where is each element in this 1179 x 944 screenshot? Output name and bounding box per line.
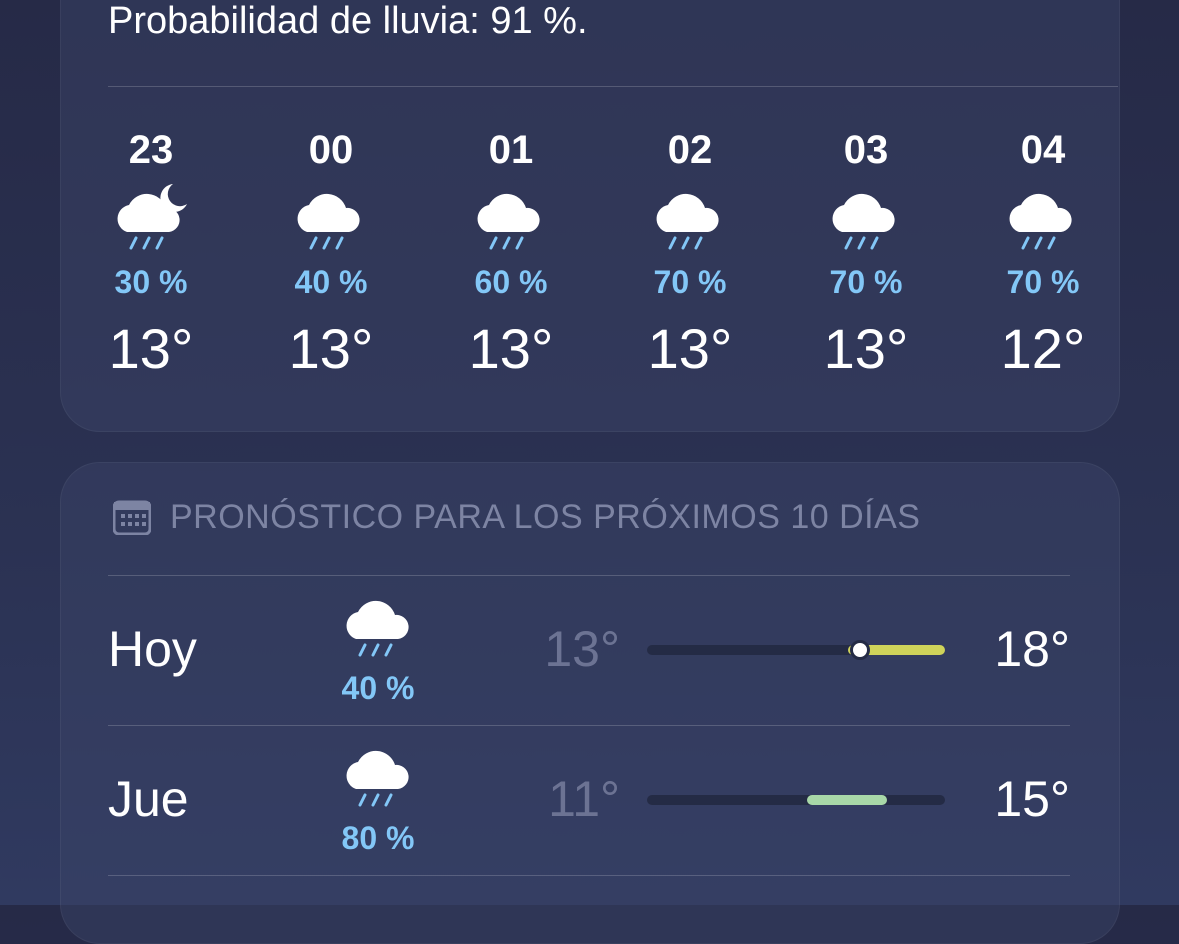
hour-label: 02 <box>667 128 713 172</box>
precip-chance: 70 % <box>653 264 727 300</box>
precip-chance: 70 % <box>829 264 903 300</box>
divider <box>108 86 1118 87</box>
day-label: Hoy <box>108 621 197 677</box>
cloud <box>832 193 895 232</box>
hour-label: 03 <box>843 128 889 172</box>
weather-icon <box>832 193 895 250</box>
hour-label: 00 <box>308 128 354 172</box>
precip-chance: 60 % <box>474 264 548 300</box>
temperature: 13° <box>468 317 554 380</box>
low-temp: 11° <box>548 771 620 827</box>
calendar-icon <box>113 500 151 535</box>
precip-chance: 30 % <box>114 264 188 300</box>
cloud <box>1009 193 1072 232</box>
rain-drop <box>384 793 393 807</box>
precip-chance: 40 % <box>294 264 368 300</box>
cloud <box>297 193 360 232</box>
precip-chance: 40 % <box>341 670 415 706</box>
weather-icon <box>297 193 360 250</box>
rain-drop <box>1047 236 1056 250</box>
rain-drop <box>681 236 690 250</box>
precip-chance: 70 % <box>1006 264 1080 300</box>
cloud <box>117 193 180 232</box>
rain-drop <box>489 236 498 250</box>
temperature: 13° <box>108 317 194 380</box>
hour-label: 01 <box>488 128 534 172</box>
high-temp: 15° <box>994 771 1070 827</box>
cloud <box>346 600 409 639</box>
rain-drop <box>142 236 151 250</box>
high-temp: 18° <box>994 621 1070 677</box>
precip-chance: 80 % <box>341 820 415 856</box>
weather-icon <box>117 184 187 250</box>
cloud <box>477 193 540 232</box>
daily-card <box>60 462 1120 944</box>
weather-icon <box>656 193 719 250</box>
divider <box>108 725 1070 726</box>
rain-drop <box>694 236 703 250</box>
rain-drop <box>502 236 511 250</box>
current-temp-dot <box>850 640 870 660</box>
rain-drop <box>870 236 879 250</box>
rain-drop <box>1034 236 1043 250</box>
rain-drop <box>844 236 853 250</box>
weather-icon <box>346 750 409 807</box>
summary: Probabilidad de lluvia: 91 %. <box>108 0 588 42</box>
rain-drop <box>668 236 677 250</box>
rain-drop <box>384 643 393 657</box>
daily-title: PRONÓSTICO PARA LOS PRÓXIMOS 10 DÍAS <box>170 498 921 536</box>
moon <box>160 184 187 212</box>
temperature: 13° <box>647 317 733 380</box>
temperature: 13° <box>823 317 909 380</box>
rain-drop <box>155 236 164 250</box>
rain-drop <box>309 236 318 250</box>
rain-drop <box>358 643 367 657</box>
rain-drop <box>129 236 138 250</box>
rain-drop <box>857 236 866 250</box>
rain-drop <box>371 793 380 807</box>
temp-range <box>807 795 887 805</box>
rain-drop <box>1021 236 1030 250</box>
divider <box>108 575 1070 576</box>
hourly-card <box>60 0 1120 432</box>
day-label: Jue <box>108 771 189 827</box>
low-temp: 13° <box>544 621 620 677</box>
divider <box>108 875 1070 876</box>
rain-drop <box>371 643 380 657</box>
weather-icon <box>1009 193 1072 250</box>
rain-drop <box>335 236 344 250</box>
rain-drop <box>515 236 524 250</box>
weather-icon <box>477 193 540 250</box>
hour-label: 04 <box>1020 128 1066 172</box>
rain-drop <box>322 236 331 250</box>
rain-drop <box>358 793 367 807</box>
weather-icon <box>346 600 409 657</box>
temp-range <box>848 645 945 655</box>
cloud <box>346 750 409 789</box>
temperature: 12° <box>1000 317 1086 380</box>
cloud <box>656 193 719 232</box>
hour-label: 23 <box>128 128 174 172</box>
temperature: 13° <box>288 317 374 380</box>
temp-track <box>647 645 945 655</box>
temp-track <box>647 795 945 805</box>
